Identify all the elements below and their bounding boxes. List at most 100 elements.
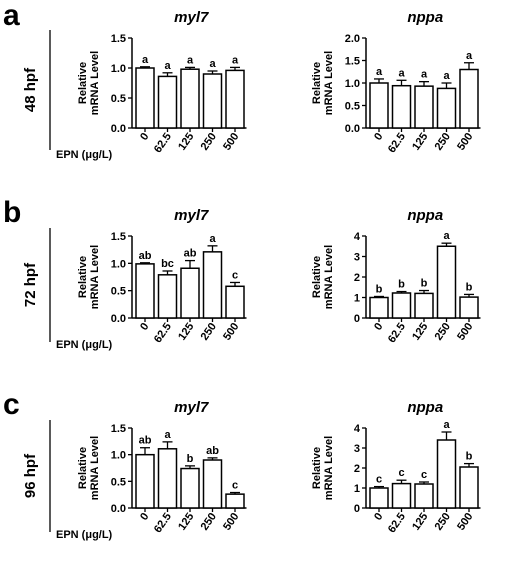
x-tick-label: 125 xyxy=(176,511,196,533)
significance-letter: a xyxy=(187,54,194,66)
bar xyxy=(436,245,457,319)
row-label: 72 hpf xyxy=(22,262,39,307)
significance-letter: ab xyxy=(206,445,219,457)
y-axis-label: RelativemRNA Level xyxy=(311,245,335,309)
x-tick-label: 250 xyxy=(199,511,219,533)
x-tick-label: 125 xyxy=(410,511,430,533)
x-axis-name: EPN (μg/L) xyxy=(56,529,113,541)
significance-letter: b xyxy=(398,279,405,291)
x-axis-name: EPN (μg/L) xyxy=(56,149,113,161)
panel-letter: a xyxy=(3,0,20,32)
y-axis-label-line: mRNA Level xyxy=(89,436,101,500)
y-axis-label-line: mRNA Level xyxy=(323,245,335,309)
x-tick-label: 500 xyxy=(221,131,241,153)
x-tick-label: 0 xyxy=(138,131,151,143)
chart-panel: myl7 0.0 0.5 1.0 1.5 RelativemRNA Level a 0 a 62.… xyxy=(56,9,247,161)
y-tick-label: 2 xyxy=(354,463,360,475)
chart-title: nppa xyxy=(407,9,443,26)
bar xyxy=(414,292,434,319)
significance-letter: a xyxy=(232,54,239,66)
y-axis-label: RelativemRNA Level xyxy=(77,51,101,115)
bar xyxy=(391,482,412,509)
bar xyxy=(157,448,178,509)
y-tick-label: 0 xyxy=(354,313,360,325)
y-axis-label-line: Relative xyxy=(311,256,323,298)
significance-letter: b xyxy=(376,283,383,295)
x-tick-label: 0 xyxy=(138,321,151,333)
y-axis-label-line: Relative xyxy=(77,62,89,104)
y-tick-label: 1 xyxy=(354,293,360,305)
bar xyxy=(391,292,412,319)
bar xyxy=(459,466,479,509)
significance-letter: ab xyxy=(139,250,152,262)
y-tick-label: 2.0 xyxy=(345,33,360,45)
chart-panel: myl7 0.0 0.5 1.0 1.5 RelativemRNA Level ab 0 bc 6… xyxy=(56,207,247,351)
significance-letter: a xyxy=(209,233,216,245)
y-tick-label: 2 xyxy=(354,272,360,284)
y-tick-label: 1 xyxy=(354,483,360,495)
chart-panel: myl7 0.0 0.5 1.0 1.5 RelativemRNA Level ab 0 a 62… xyxy=(56,399,247,541)
chart-panel: nppa 0.0 0.5 1.0 1.5 2.0 RelativemRNA Level a 0 a… xyxy=(311,9,481,155)
significance-letter: a xyxy=(421,69,428,81)
significance-letter: a xyxy=(443,70,450,82)
x-tick-label: 62.5 xyxy=(152,321,174,345)
y-axis-label-line: Relative xyxy=(77,256,89,298)
y-axis-label-line: mRNA Level xyxy=(323,51,335,115)
y-tick-label: 0.5 xyxy=(345,101,360,113)
bar xyxy=(202,73,223,129)
x-tick-label: 0 xyxy=(372,321,385,333)
y-tick-label: 1.5 xyxy=(111,423,126,435)
significance-letter: c xyxy=(398,467,404,479)
x-tick-label: 62.5 xyxy=(386,321,408,345)
x-tick-label: 62.5 xyxy=(152,131,174,155)
bar xyxy=(157,75,178,129)
x-tick-label: 500 xyxy=(221,321,241,343)
x-axis-name: EPN (μg/L) xyxy=(56,339,113,351)
bar xyxy=(135,453,155,509)
y-tick-label: 3 xyxy=(354,252,360,264)
y-tick-label: 1.0 xyxy=(111,63,126,75)
x-tick-label: 0 xyxy=(372,511,385,523)
chart-panel: nppa 0 1 2 3 4 RelativemRNA Level c 0 c 62.5 c 125 a 2… xyxy=(311,399,481,535)
x-tick-label: 62.5 xyxy=(152,511,174,535)
x-tick-label: 125 xyxy=(410,321,430,343)
y-axis-label: RelativemRNA Level xyxy=(311,51,335,115)
panel-letter: b xyxy=(3,196,21,229)
bar xyxy=(459,296,479,319)
bar xyxy=(135,263,155,319)
y-axis-label: RelativemRNA Level xyxy=(77,245,101,309)
bar xyxy=(414,85,434,129)
x-tick-label: 250 xyxy=(433,321,453,343)
y-axis-label-line: mRNA Level xyxy=(89,51,101,115)
bar xyxy=(369,82,389,129)
y-tick-label: 0.0 xyxy=(111,313,126,325)
significance-letter: a xyxy=(376,66,383,78)
y-axis-label-line: mRNA Level xyxy=(89,245,101,309)
significance-letter: a xyxy=(443,419,450,431)
significance-letter: c xyxy=(232,269,238,281)
significance-letter: a xyxy=(398,67,405,79)
y-tick-label: 0.0 xyxy=(111,503,126,515)
significance-letter: ab xyxy=(139,435,152,447)
chart-title: nppa xyxy=(407,207,443,224)
significance-letter: ab xyxy=(184,248,197,260)
y-tick-label: 1.0 xyxy=(345,78,360,90)
significance-letter: a xyxy=(164,60,171,72)
y-tick-label: 4 xyxy=(354,231,361,243)
y-tick-label: 1.0 xyxy=(111,258,126,270)
x-tick-label: 250 xyxy=(433,131,453,153)
y-tick-label: 3 xyxy=(354,443,360,455)
chart-title: myl7 xyxy=(174,9,209,26)
y-tick-label: 0 xyxy=(354,503,360,515)
y-tick-label: 1.5 xyxy=(345,56,360,68)
panel-letter: c xyxy=(3,388,20,421)
x-tick-label: 0 xyxy=(372,131,385,143)
y-tick-label: 1.0 xyxy=(111,450,126,462)
y-axis-label: RelativemRNA Level xyxy=(311,436,335,500)
bar xyxy=(369,487,389,509)
significance-letter: a xyxy=(443,230,450,242)
y-tick-label: 0.0 xyxy=(111,123,126,135)
y-tick-label: 4 xyxy=(354,423,361,435)
bar xyxy=(225,285,245,319)
bar xyxy=(202,251,223,319)
